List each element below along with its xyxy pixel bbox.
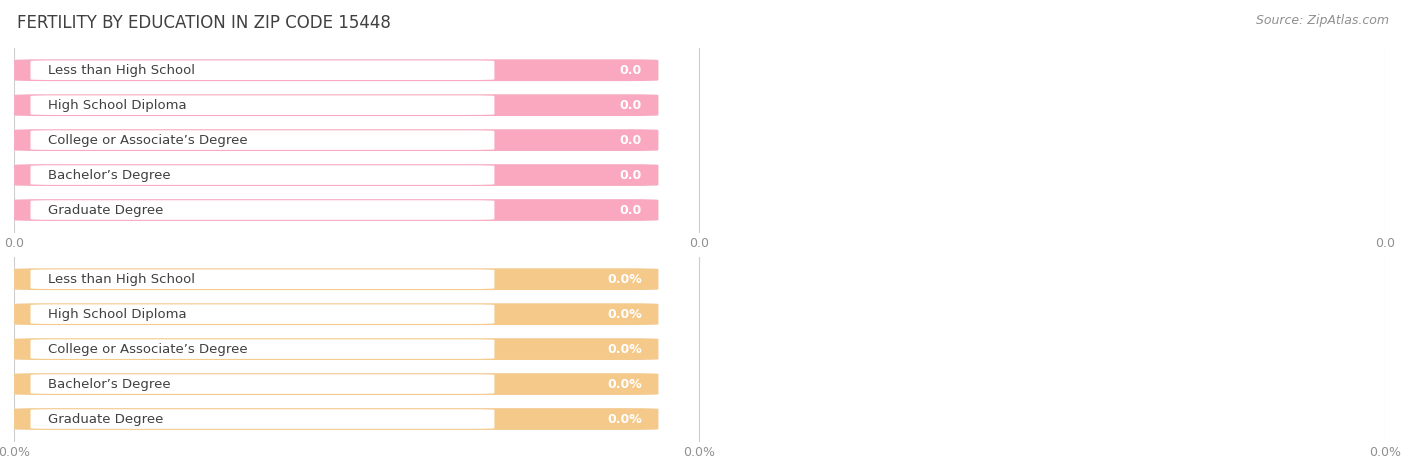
Text: 0.0%: 0.0% xyxy=(607,273,643,286)
FancyBboxPatch shape xyxy=(14,338,658,360)
Text: 0.0%: 0.0% xyxy=(607,412,643,426)
FancyBboxPatch shape xyxy=(14,268,658,290)
Text: High School Diploma: High School Diploma xyxy=(48,308,187,321)
Text: High School Diploma: High School Diploma xyxy=(48,99,187,112)
FancyBboxPatch shape xyxy=(14,304,658,325)
FancyBboxPatch shape xyxy=(14,95,658,116)
FancyBboxPatch shape xyxy=(14,59,658,81)
Text: FERTILITY BY EDUCATION IN ZIP CODE 15448: FERTILITY BY EDUCATION IN ZIP CODE 15448 xyxy=(17,14,391,32)
Text: College or Associate’s Degree: College or Associate’s Degree xyxy=(48,342,247,356)
FancyBboxPatch shape xyxy=(14,164,658,186)
Text: 0.0%: 0.0% xyxy=(607,378,643,390)
FancyBboxPatch shape xyxy=(14,338,658,360)
Text: 0.0: 0.0 xyxy=(620,169,643,181)
Text: 0.0%: 0.0% xyxy=(607,308,643,321)
FancyBboxPatch shape xyxy=(14,373,658,395)
FancyBboxPatch shape xyxy=(31,130,495,150)
FancyBboxPatch shape xyxy=(14,95,658,116)
FancyBboxPatch shape xyxy=(31,374,495,394)
Text: Graduate Degree: Graduate Degree xyxy=(48,203,163,217)
FancyBboxPatch shape xyxy=(14,408,658,430)
FancyBboxPatch shape xyxy=(31,165,495,185)
FancyBboxPatch shape xyxy=(14,304,658,325)
FancyBboxPatch shape xyxy=(14,164,658,186)
Text: Bachelor’s Degree: Bachelor’s Degree xyxy=(48,378,172,390)
Text: Less than High School: Less than High School xyxy=(48,273,195,286)
FancyBboxPatch shape xyxy=(14,199,658,221)
FancyBboxPatch shape xyxy=(31,269,495,289)
FancyBboxPatch shape xyxy=(31,304,495,324)
Text: Graduate Degree: Graduate Degree xyxy=(48,412,163,426)
Text: 0.0: 0.0 xyxy=(620,64,643,77)
Text: 0.0%: 0.0% xyxy=(607,342,643,356)
FancyBboxPatch shape xyxy=(14,129,658,151)
Text: Less than High School: Less than High School xyxy=(48,64,195,77)
FancyBboxPatch shape xyxy=(14,268,658,290)
FancyBboxPatch shape xyxy=(14,408,658,430)
FancyBboxPatch shape xyxy=(31,60,495,80)
FancyBboxPatch shape xyxy=(31,339,495,359)
FancyBboxPatch shape xyxy=(31,95,495,115)
Text: 0.0: 0.0 xyxy=(620,133,643,147)
Text: College or Associate’s Degree: College or Associate’s Degree xyxy=(48,133,247,147)
FancyBboxPatch shape xyxy=(14,59,658,81)
FancyBboxPatch shape xyxy=(14,373,658,395)
Text: 0.0: 0.0 xyxy=(620,203,643,217)
FancyBboxPatch shape xyxy=(31,200,495,220)
Text: Source: ZipAtlas.com: Source: ZipAtlas.com xyxy=(1256,14,1389,27)
FancyBboxPatch shape xyxy=(14,129,658,151)
Text: 0.0: 0.0 xyxy=(620,99,643,112)
Text: Bachelor’s Degree: Bachelor’s Degree xyxy=(48,169,172,181)
FancyBboxPatch shape xyxy=(31,409,495,429)
FancyBboxPatch shape xyxy=(14,199,658,221)
